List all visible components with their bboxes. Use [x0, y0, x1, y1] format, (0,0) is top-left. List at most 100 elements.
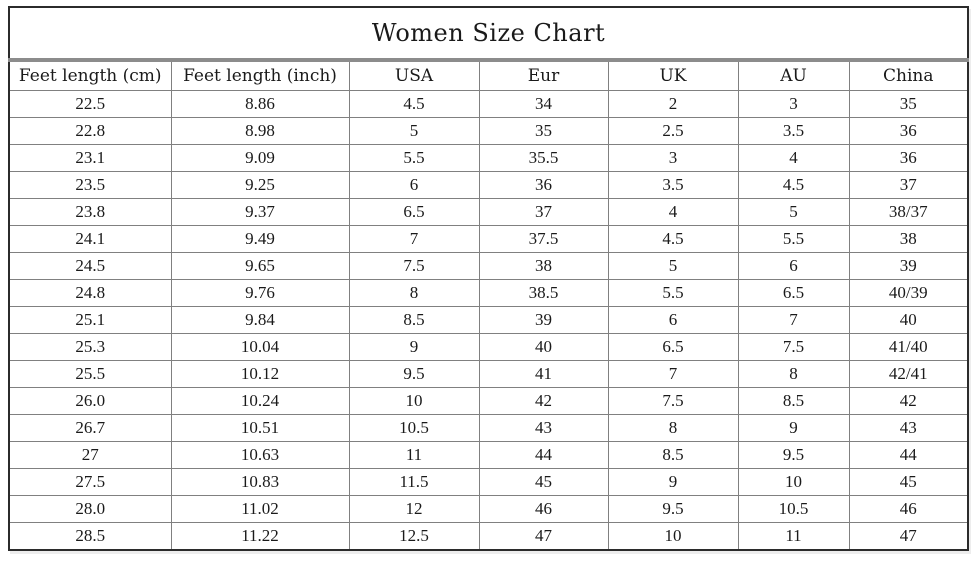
table-cell: 23.8	[8, 198, 172, 226]
table-cell: 24.8	[8, 279, 172, 307]
table-cell: 46	[848, 495, 969, 523]
table-cell: 6	[607, 306, 739, 334]
table-cell: 9.76	[170, 279, 350, 307]
table-cell: 9.5	[348, 360, 480, 388]
table-row: 23.1 9.09 5.5 35.5 3 4 36	[8, 144, 969, 172]
table-cell: 7	[348, 225, 480, 253]
table-cell: 11.5	[348, 468, 480, 496]
table-row: 22.5 8.86 4.5 34 2 3 35	[8, 90, 969, 118]
table-cell: 39	[478, 306, 609, 334]
table-cell: 25.5	[8, 360, 172, 388]
table-cell: 11.22	[170, 522, 350, 551]
table-cell: 41	[478, 360, 609, 388]
table-cell: 8.5	[607, 441, 739, 469]
table-row: 28.5 11.22 12.5 47 10 11 47	[8, 522, 969, 551]
table-cell: 8	[348, 279, 480, 307]
header-row: Feet length (cm) Feet length (inch) USA Eur…	[8, 59, 969, 91]
table-cell: 7.5	[737, 333, 850, 361]
table-cell: 3	[607, 144, 739, 172]
table-cell: 42	[848, 387, 969, 415]
table-cell: 3.5	[737, 117, 850, 145]
column-header: USA	[348, 59, 480, 91]
table-cell: 26.0	[8, 387, 172, 415]
table-cell: 38	[848, 225, 969, 253]
table-cell: 27	[8, 441, 172, 469]
table-row: 25.5 10.12 9.5 41 7 8 42/41	[8, 360, 969, 388]
table-cell: 6	[737, 252, 850, 280]
table-cell: 9.09	[170, 144, 350, 172]
table-cell: 25.3	[8, 333, 172, 361]
table-cell: 9.49	[170, 225, 350, 253]
table-cell: 4	[737, 144, 850, 172]
table-cell: 9.5	[607, 495, 739, 523]
table-cell: 24.5	[8, 252, 172, 280]
table-cell: 7.5	[348, 252, 480, 280]
table-cell: 37	[848, 171, 969, 199]
table-cell: 28.0	[8, 495, 172, 523]
table-cell: 39	[848, 252, 969, 280]
table-cell: 38/37	[848, 198, 969, 226]
table-cell: 3	[737, 90, 850, 118]
table-cell: 38	[478, 252, 609, 280]
table-cell: 43	[848, 414, 969, 442]
column-header: AU	[737, 59, 850, 91]
table-cell: 4.5	[607, 225, 739, 253]
table-cell: 10	[737, 468, 850, 496]
table-cell: 41/40	[848, 333, 969, 361]
table-cell: 12	[348, 495, 480, 523]
table-cell: 8	[607, 414, 739, 442]
table-cell: 9	[348, 333, 480, 361]
table-cell: 45	[848, 468, 969, 496]
table-cell: 47	[478, 522, 609, 551]
table-cell: 3.5	[607, 171, 739, 199]
table-row: 26.0 10.24 10 42 7.5 8.5 42	[8, 387, 969, 415]
column-header: Feet length (inch)	[170, 59, 350, 91]
table-cell: 5	[607, 252, 739, 280]
table-cell: 4	[607, 198, 739, 226]
table-cell: 42	[478, 387, 609, 415]
table-cell: 9.5	[737, 441, 850, 469]
table-cell: 6.5	[348, 198, 480, 226]
table-cell: 5.5	[737, 225, 850, 253]
table-row: 23.8 9.37 6.5 37 4 5 38/37	[8, 198, 969, 226]
page-title: Women Size Chart	[8, 6, 969, 62]
title-row: Women Size Chart	[8, 6, 969, 62]
table-row: 28.0 11.02 12 46 9.5 10.5 46	[8, 495, 969, 523]
table-cell: 10	[607, 522, 739, 551]
table-cell: 9.84	[170, 306, 350, 334]
table-cell: 40/39	[848, 279, 969, 307]
table-cell: 9	[737, 414, 850, 442]
table-cell: 8.86	[170, 90, 350, 118]
table-cell: 36	[848, 117, 969, 145]
table-cell: 11	[348, 441, 480, 469]
table-cell: 26.7	[8, 414, 172, 442]
table-row: 25.1 9.84 8.5 39 6 7 40	[8, 306, 969, 334]
table-cell: 8	[737, 360, 850, 388]
table-cell: 7	[607, 360, 739, 388]
table-cell: 11.02	[170, 495, 350, 523]
table-cell: 10.51	[170, 414, 350, 442]
table-cell: 9.37	[170, 198, 350, 226]
table-cell: 4.5	[348, 90, 480, 118]
table-cell: 23.5	[8, 171, 172, 199]
table-cell: 10.04	[170, 333, 350, 361]
table-cell: 10.5	[737, 495, 850, 523]
table-cell: 47	[848, 522, 969, 551]
table-cell: 35.5	[478, 144, 609, 172]
table-cell: 5.5	[607, 279, 739, 307]
table-cell: 10.63	[170, 441, 350, 469]
column-header: China	[848, 59, 969, 91]
table-row: 26.7 10.51 10.5 43 8 9 43	[8, 414, 969, 442]
table-row: 25.3 10.04 9 40 6.5 7.5 41/40	[8, 333, 969, 361]
table-cell: 10.12	[170, 360, 350, 388]
table-row: 24.8 9.76 8 38.5 5.5 6.5 40/39	[8, 279, 969, 307]
table-cell: 11	[737, 522, 850, 551]
table-cell: 6.5	[737, 279, 850, 307]
table-cell: 27.5	[8, 468, 172, 496]
table-cell: 2.5	[607, 117, 739, 145]
table-cell: 12.5	[348, 522, 480, 551]
table-cell: 28.5	[8, 522, 172, 551]
table-cell: 24.1	[8, 225, 172, 253]
table-cell: 22.8	[8, 117, 172, 145]
